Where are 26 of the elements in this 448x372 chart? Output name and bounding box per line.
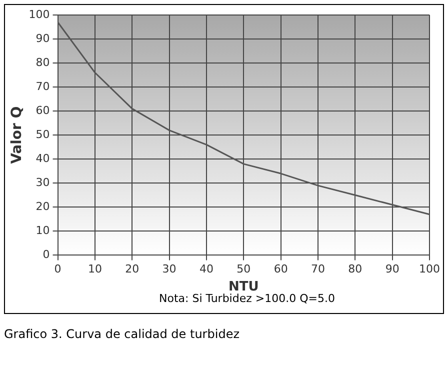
x-tick-label: 30: [162, 262, 176, 276]
text: Grafico 3. Curva de calidad de turbidez: [4, 327, 240, 341]
y-tick-label: 90: [36, 32, 50, 45]
x-tick-label: 90: [385, 262, 400, 276]
x-tick-label: 80: [348, 262, 362, 276]
x-tick-label: 100: [419, 262, 440, 276]
y-tick-label: 20: [36, 200, 50, 214]
y-tick-label: 60: [36, 104, 50, 117]
x-tick-label: 10: [88, 262, 102, 276]
x-tick-label: 40: [199, 262, 214, 276]
text: Nota: Si Turbidez >100.0 Q=5.0: [158, 292, 336, 305]
x-tick-label: 50: [236, 262, 251, 276]
y-tick-label: 80: [36, 56, 50, 69]
y-tick-label: 50: [36, 128, 50, 141]
x-tick-label: 60: [274, 262, 288, 276]
y-axis-title: Valor Q: [9, 106, 26, 164]
y-tick-label: 30: [36, 176, 50, 189]
x-tick-label: 20: [125, 262, 140, 276]
y-tick-label: 70: [36, 80, 50, 93]
y-tick-label: 0: [42, 248, 50, 262]
x-tick-label: 0: [54, 262, 62, 276]
y-tick-label: 100: [28, 8, 50, 21]
y-tick-label: 40: [36, 152, 50, 165]
x-axis-title: NTU: [228, 280, 259, 295]
y-tick-label: 10: [36, 224, 50, 238]
x-tick-label: 70: [310, 262, 325, 276]
